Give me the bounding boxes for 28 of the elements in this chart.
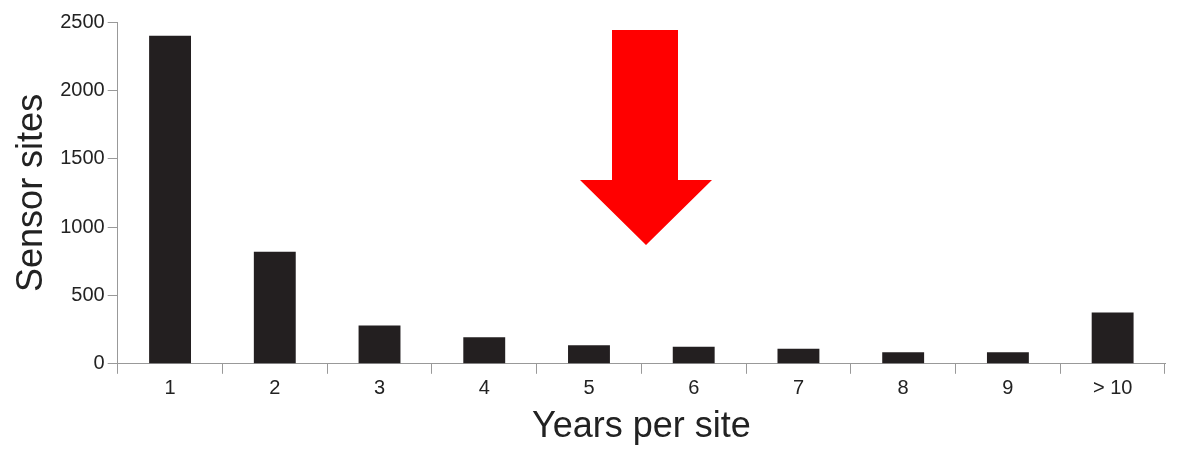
bar [777,348,820,364]
y-tick-label: 2000 [60,77,105,100]
x-tick-label: 8 [897,376,909,399]
x-tick-label: 1 [164,376,176,399]
y-tick-label: 2500 [60,9,105,32]
x-axis-title: Years per site [531,404,751,446]
x-tick-label: 6 [688,376,700,399]
bar [986,352,1029,364]
x-tick-label: 5 [583,376,595,399]
y-tick-label: 1500 [60,146,105,169]
y-tick-label: 1000 [60,214,105,237]
bar [253,251,296,364]
x-tick-label: 7 [792,376,804,399]
bar [882,352,925,364]
y-tick-label: 0 [93,351,105,374]
x-tick-label: 9 [1002,376,1014,399]
bar [149,35,191,364]
bar [358,325,401,364]
bar [672,346,715,364]
x-tick-label: 2 [269,376,281,399]
bar [1091,312,1134,364]
x-tick-label: 3 [373,376,386,399]
x-tick-label: > 10 [1092,376,1133,399]
y-tick-label: 500 [71,282,105,305]
y-axis-title: Sensor sites [8,93,50,292]
x-tick-label: 4 [478,376,490,399]
bar [568,345,610,364]
bar [463,337,506,364]
